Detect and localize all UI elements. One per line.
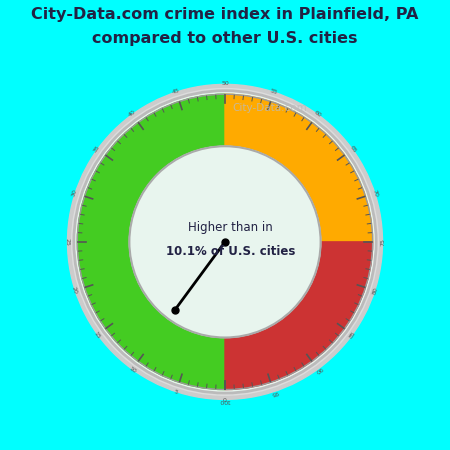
Text: 35: 35 <box>93 144 101 153</box>
Text: 85: 85 <box>349 330 357 339</box>
Text: 45: 45 <box>171 88 180 95</box>
Text: Higher than in: Higher than in <box>188 221 273 234</box>
Text: 10.1% of U.S. cities: 10.1% of U.S. cities <box>166 245 295 258</box>
Wedge shape <box>225 94 373 242</box>
Text: 0: 0 <box>223 398 227 403</box>
Text: 25: 25 <box>64 238 69 246</box>
Text: City-Data.com: City-Data.com <box>233 103 307 113</box>
Text: 75: 75 <box>381 238 386 246</box>
Text: 15: 15 <box>93 330 101 339</box>
Text: 90: 90 <box>313 365 323 374</box>
Wedge shape <box>225 242 373 390</box>
Text: 5: 5 <box>174 389 179 395</box>
Text: 60: 60 <box>313 110 323 118</box>
Text: 10: 10 <box>127 365 137 374</box>
Text: City-Data.com crime index in Plainfield, PA: City-Data.com crime index in Plainfield,… <box>32 7 419 22</box>
Text: 50: 50 <box>221 81 229 86</box>
Text: 20: 20 <box>71 286 78 295</box>
Circle shape <box>68 85 382 400</box>
Text: compared to other U.S. cities: compared to other U.S. cities <box>92 31 358 46</box>
Text: 70: 70 <box>372 189 379 198</box>
Text: 65: 65 <box>349 144 357 153</box>
Text: 95: 95 <box>270 389 279 396</box>
Circle shape <box>75 91 375 392</box>
Circle shape <box>72 89 378 395</box>
Text: 80: 80 <box>372 286 379 295</box>
Text: 30: 30 <box>71 189 78 198</box>
Text: 40: 40 <box>127 109 137 118</box>
Wedge shape <box>77 94 225 390</box>
Circle shape <box>130 146 320 338</box>
Text: 100: 100 <box>219 398 231 403</box>
Text: 55: 55 <box>270 88 279 95</box>
